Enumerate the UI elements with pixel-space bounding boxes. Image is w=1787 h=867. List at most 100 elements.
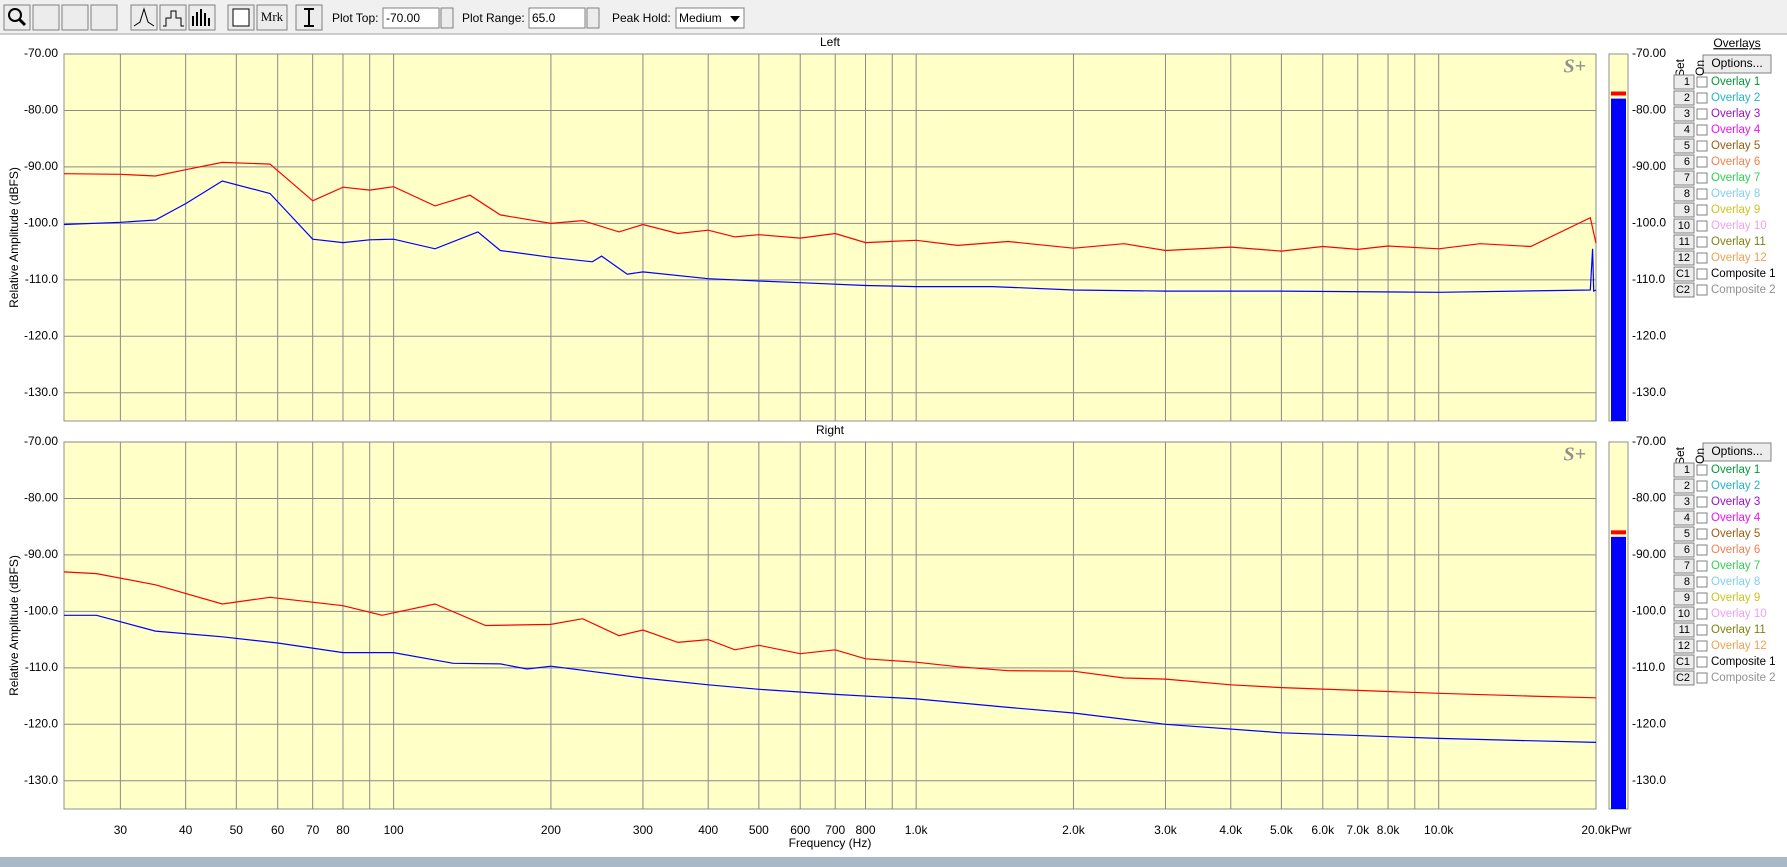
overlay-name: Overlay 10	[1711, 220, 1767, 232]
overlay-set-button[interactable]	[1673, 154, 1695, 170]
options-button[interactable]	[1702, 54, 1772, 74]
overlay-checkbox[interactable]	[1696, 640, 1708, 652]
overlay-set-button[interactable]	[1673, 670, 1695, 686]
panel-title: Left	[820, 35, 841, 49]
overlay-checkbox[interactable]	[1696, 220, 1708, 232]
overlay-set-button[interactable]	[1673, 510, 1695, 526]
overlay-set-button[interactable]	[1673, 234, 1695, 250]
overlay-checkbox[interactable]	[1696, 544, 1708, 556]
overlay-name: Overlay 1	[1711, 464, 1760, 476]
plot-range-spinner[interactable]	[586, 7, 600, 29]
plot-top-input[interactable]	[382, 7, 440, 29]
overlay-checkbox[interactable]	[1696, 236, 1708, 248]
options-button[interactable]	[1702, 442, 1772, 462]
y-tick-label: -70.00	[24, 434, 58, 448]
overlay-set-label: C2	[1676, 672, 1690, 684]
overlay-set-button[interactable]	[1673, 106, 1695, 122]
x-tick-label: 800	[856, 823, 876, 837]
set-label: Set	[1673, 58, 1687, 77]
peak-hold-select[interactable]	[675, 7, 745, 29]
overlay-set-button[interactable]	[1673, 654, 1695, 670]
overlay-set-button[interactable]	[1673, 638, 1695, 654]
overlay-set-button[interactable]	[1673, 250, 1695, 266]
x-tick-label: 60	[271, 823, 285, 837]
overlay-set-button[interactable]	[1673, 74, 1695, 90]
meter-tick-label: -80.00	[1632, 491, 1666, 505]
marker-button[interactable]	[256, 4, 288, 31]
overlay-set-button[interactable]	[1673, 622, 1695, 638]
overlay-checkbox[interactable]	[1696, 480, 1708, 492]
x-tick-label: 200	[541, 823, 561, 837]
overlay-set-button[interactable]	[1673, 170, 1695, 186]
overlay-checkbox[interactable]	[1696, 188, 1708, 200]
overlay-name: Overlay 9	[1711, 204, 1760, 216]
plot-top-spinner[interactable]	[440, 7, 454, 29]
overlay-checkbox[interactable]	[1696, 140, 1708, 152]
meter-tick-label: -120.0	[1632, 328, 1666, 342]
overlay-checkbox[interactable]	[1696, 656, 1708, 668]
x-tick-label: 5.0k	[1270, 823, 1294, 837]
overlay-set-button[interactable]	[1673, 542, 1695, 558]
overlay-checkbox[interactable]	[1696, 204, 1708, 216]
overlay-set-label: 1	[1684, 76, 1690, 88]
y-tick-label: -130.0	[24, 773, 58, 787]
overlay-checkbox[interactable]	[1696, 156, 1708, 168]
overlay-checkbox[interactable]	[1696, 92, 1708, 104]
overlay-checkbox[interactable]	[1696, 172, 1708, 184]
zoom-buttons: Mrk	[3, 4, 323, 31]
overlay-set-button[interactable]	[1673, 202, 1695, 218]
overlay-set-button[interactable]	[1673, 266, 1695, 282]
overlay-set-button[interactable]	[1673, 558, 1695, 574]
meter-tick-label: -80.00	[1632, 103, 1666, 117]
overlay-checkbox[interactable]	[1696, 608, 1708, 620]
zoom-out-button[interactable]	[61, 4, 89, 31]
icon	[133, 7, 155, 27]
overlay-set-button[interactable]	[1673, 282, 1695, 298]
overlay-checkbox[interactable]	[1696, 464, 1708, 476]
overlay-name: Overlay 2	[1711, 92, 1760, 104]
overlay-set-button[interactable]	[1673, 462, 1695, 478]
x-tick-label: 6.0k	[1311, 823, 1335, 837]
overlay-set-button[interactable]	[1673, 90, 1695, 106]
overlay-checkbox[interactable]	[1696, 528, 1708, 540]
overlay-checkbox[interactable]	[1696, 576, 1708, 588]
peak-hold-value: Medium	[679, 11, 722, 25]
overlay-set-button[interactable]	[1673, 478, 1695, 494]
overlay-checkbox[interactable]	[1696, 672, 1708, 684]
overlay-set-button[interactable]	[1673, 218, 1695, 234]
overlay-checkbox[interactable]	[1696, 592, 1708, 604]
overlay-checkbox[interactable]	[1696, 496, 1708, 508]
zoom-full-button[interactable]	[90, 4, 118, 31]
overlay-set-button[interactable]	[1673, 574, 1695, 590]
overlay-set-button[interactable]	[1673, 590, 1695, 606]
overlay-checkbox[interactable]	[1696, 268, 1708, 280]
overlay-set-button[interactable]	[1673, 138, 1695, 154]
plot-range-input[interactable]	[528, 7, 586, 29]
x-tick-label: 600	[790, 823, 810, 837]
overlay-checkbox[interactable]	[1696, 252, 1708, 264]
zoom-in-button[interactable]	[32, 4, 60, 31]
overlay-set-button[interactable]	[1673, 526, 1695, 542]
overlay-set-button[interactable]	[1673, 186, 1695, 202]
icon	[192, 9, 210, 26]
overlay-set-label: 1	[1684, 464, 1690, 476]
meter-tick-label: -70.00	[1632, 434, 1666, 448]
on-label: On	[1693, 60, 1707, 76]
overlay-checkbox[interactable]	[1696, 560, 1708, 572]
overlay-set-button[interactable]	[1673, 606, 1695, 622]
overlay-set-button[interactable]	[1673, 122, 1695, 138]
overlay-checkbox[interactable]	[1696, 284, 1708, 296]
logo: S+	[1563, 56, 1586, 78]
overlay-checkbox[interactable]	[1696, 624, 1708, 636]
overlay-checkbox[interactable]	[1696, 108, 1708, 120]
overlay-checkbox[interactable]	[1696, 76, 1708, 88]
overlay-checkbox[interactable]	[1696, 512, 1708, 524]
overlay-set-button[interactable]	[1673, 494, 1695, 510]
x-tick-label: 300	[633, 823, 653, 837]
overlay-name: Overlay 4	[1711, 512, 1761, 524]
overlay-set-label: C1	[1676, 268, 1690, 280]
y-tick-label: -110.0	[25, 660, 58, 674]
x-axis-title: Frequency (Hz)	[789, 836, 872, 850]
overlay-checkbox[interactable]	[1696, 124, 1708, 136]
